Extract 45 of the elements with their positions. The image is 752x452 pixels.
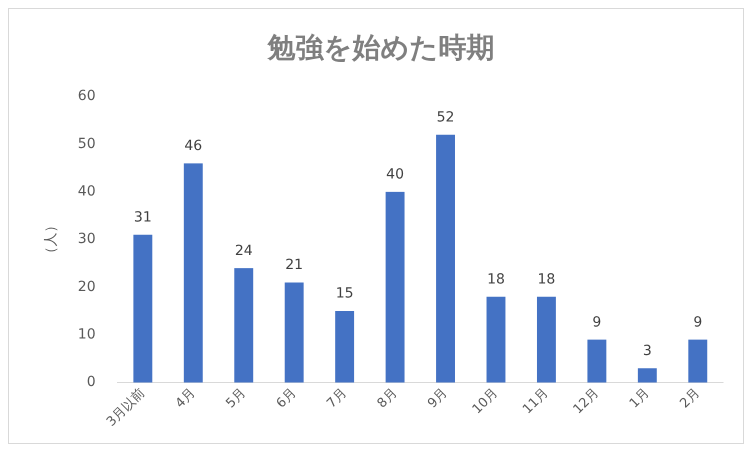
data-label: 40 [386,166,404,183]
bar [436,134,455,383]
x-tick-label: 1月 [626,386,653,412]
bar [536,296,556,383]
chart-title: 勉強を始めた時期 [266,31,494,64]
y-tick-label: 40 [78,184,96,200]
data-label: 46 [184,138,202,154]
y-tick-label: 30 [78,231,96,248]
x-tick-label: 3月以前 [104,386,148,430]
y-axis-title: （人） [43,218,60,261]
data-label: 31 [134,209,152,226]
y-tick-label: 60 [78,88,96,104]
y-tick-label: 10 [78,326,96,343]
x-tick-label: 5月 [223,386,249,412]
x-tick-label: 12月 [570,386,602,418]
data-label: 3 [642,342,652,359]
x-tick-label: 2月 [677,386,703,412]
bar [335,311,354,383]
x-tick-label: 9月 [425,386,451,412]
bar [587,340,606,383]
data-label: 21 [285,257,304,274]
bar [638,368,657,383]
x-tick-label: 6月 [274,386,300,412]
bar [234,268,254,383]
x-tick-label: 7月 [324,386,350,412]
data-label: 52 [436,109,454,126]
bar [688,340,708,383]
bar [184,163,203,383]
bar [386,192,405,383]
data-label: 15 [336,286,354,302]
bar [486,296,506,383]
y-tick-label: 50 [78,136,96,152]
bar [284,282,304,383]
bar [133,234,152,383]
x-tick-label: 11月 [520,386,552,418]
x-tick-label: 10月 [470,386,502,418]
data-label: 9 [592,314,602,330]
x-tick-label: 8月 [374,386,400,412]
data-label: 18 [487,271,505,288]
y-tick-label: 0 [86,374,96,390]
data-label: 24 [234,242,253,259]
data-label: 18 [538,271,556,288]
y-tick-label: 20 [78,278,96,295]
data-label: 9 [693,314,702,330]
x-tick-label: 4月 [172,386,199,412]
